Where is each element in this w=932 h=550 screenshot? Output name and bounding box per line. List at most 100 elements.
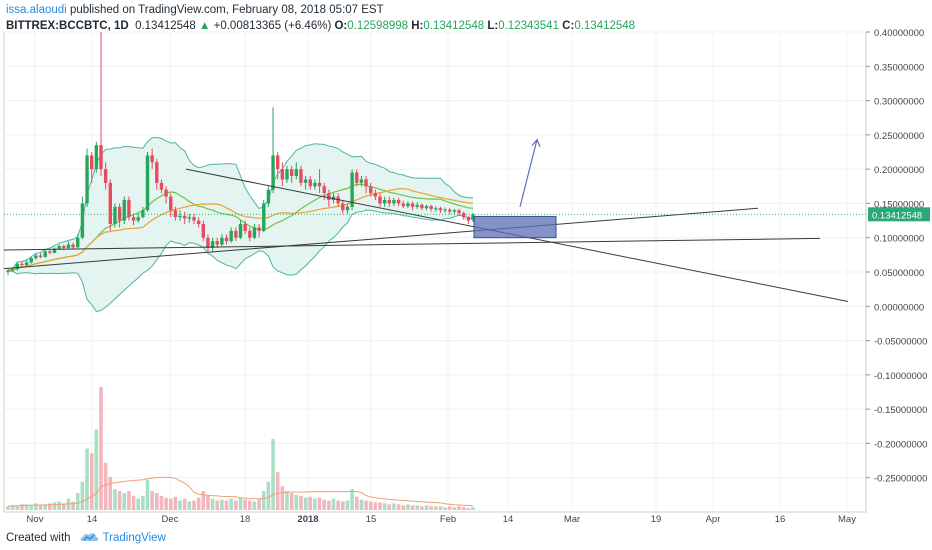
x-tick-label: 2018 — [297, 514, 318, 525]
candle-body — [355, 172, 359, 183]
volume-bar — [294, 494, 299, 510]
volume-bar — [57, 501, 61, 510]
volume-bar — [224, 500, 229, 510]
candle-body — [183, 215, 187, 219]
candle-body — [173, 210, 178, 218]
candle-body — [420, 204, 424, 209]
candle-body — [378, 196, 382, 204]
low-label: L: — [487, 20, 499, 32]
y-axis: 0.40000000 0.35000000 0.30000000 0.25000000… — [866, 28, 927, 485]
low-value: 0.12343541 — [498, 20, 559, 32]
candle-body — [438, 208, 443, 211]
volume-bar — [150, 491, 154, 510]
candle-body — [66, 244, 71, 248]
last-price: 0.13412548 — [135, 20, 196, 32]
candle-body — [266, 189, 271, 204]
volume-bar — [48, 503, 52, 510]
candle-body — [285, 169, 289, 180]
volume-bar — [229, 498, 233, 510]
volume-bar — [285, 491, 289, 510]
y-tick-label: 0.25000000 — [874, 131, 924, 142]
tradingview-brand-link[interactable]: TradingView — [102, 532, 166, 544]
candle-body — [224, 237, 229, 242]
volume-bar — [392, 503, 396, 510]
candle-body — [94, 145, 99, 170]
volume-bar — [261, 491, 266, 510]
open-label: O: — [334, 20, 348, 32]
volume-bar — [108, 476, 113, 510]
candle-body — [462, 213, 466, 218]
volume-bar — [466, 508, 471, 510]
y-tick-label: 0.40000000 — [874, 28, 924, 39]
candle-body — [57, 245, 61, 249]
candle-body — [29, 258, 33, 263]
volume-bar — [220, 499, 224, 510]
candle-body — [48, 251, 52, 253]
candle-body — [122, 200, 126, 221]
volume-bar — [303, 497, 308, 510]
author-link[interactable]: issa.alaoudi — [6, 4, 67, 16]
horizontal-trendline — [3, 237, 821, 251]
candle-body — [322, 186, 326, 194]
volume-bar — [178, 500, 182, 510]
volume-bars — [6, 387, 475, 510]
x-tick-label: May — [838, 514, 856, 525]
volume-average-line — [7, 476, 474, 507]
high-label: H: — [411, 20, 424, 32]
volume-bar — [89, 453, 94, 510]
volume-bar — [280, 486, 285, 510]
candle-body — [136, 217, 140, 221]
y-tick-label: -0.15000000 — [874, 405, 927, 416]
volume-bar — [327, 500, 331, 510]
volume-bar — [359, 499, 364, 510]
volume-bar — [155, 492, 159, 510]
candle-body — [10, 269, 15, 271]
volume-bar — [457, 506, 461, 510]
candle-body — [252, 227, 257, 238]
x-tick-label: 15 — [366, 514, 377, 525]
candle-body — [159, 182, 164, 190]
x-tick-label: Nov — [27, 514, 44, 525]
rising-trendline — [3, 207, 759, 270]
candle-body — [80, 203, 85, 238]
x-tick-label: 14 — [87, 514, 98, 525]
volume-bar — [141, 495, 145, 510]
volume-bar — [210, 498, 215, 510]
volume-bar — [368, 501, 373, 510]
volume-bar — [275, 472, 280, 510]
volume-bar — [94, 429, 99, 510]
volume-bar — [373, 502, 378, 510]
y-tick-label: -0.05000000 — [874, 337, 927, 348]
y-tick-label: 0.00000000 — [874, 302, 924, 313]
candle-body — [271, 155, 275, 190]
candle-body — [448, 209, 452, 212]
candle-body — [262, 203, 266, 231]
candle-body — [220, 237, 224, 245]
publish-info: published on TradingView.com, February 0… — [69, 4, 384, 16]
x-tick-label: Feb — [440, 514, 456, 525]
candle-body — [299, 169, 303, 183]
y-tick-label: 0.05000000 — [874, 268, 924, 279]
candle-body — [150, 155, 154, 163]
x-tick-label: 14 — [503, 514, 514, 525]
candle-body — [99, 145, 103, 170]
open-value: 0.12598998 — [347, 20, 409, 32]
candle-body — [443, 209, 447, 211]
candle-body — [103, 169, 108, 183]
volume-bar — [336, 500, 340, 510]
candle-body — [90, 155, 94, 170]
x-tick-label: 19 — [651, 514, 662, 525]
candle-body — [38, 255, 43, 257]
volume-bar — [461, 507, 466, 510]
candle-body — [327, 193, 331, 200]
volume-bar — [187, 501, 192, 510]
volume-bar — [164, 497, 168, 510]
candle-body — [85, 155, 89, 204]
volume-bar — [168, 498, 173, 510]
candle-body — [15, 263, 19, 270]
tradingview-logo-icon — [80, 533, 98, 541]
volume-bar — [136, 498, 140, 510]
candle-body — [178, 215, 182, 218]
candle-body — [62, 245, 66, 248]
